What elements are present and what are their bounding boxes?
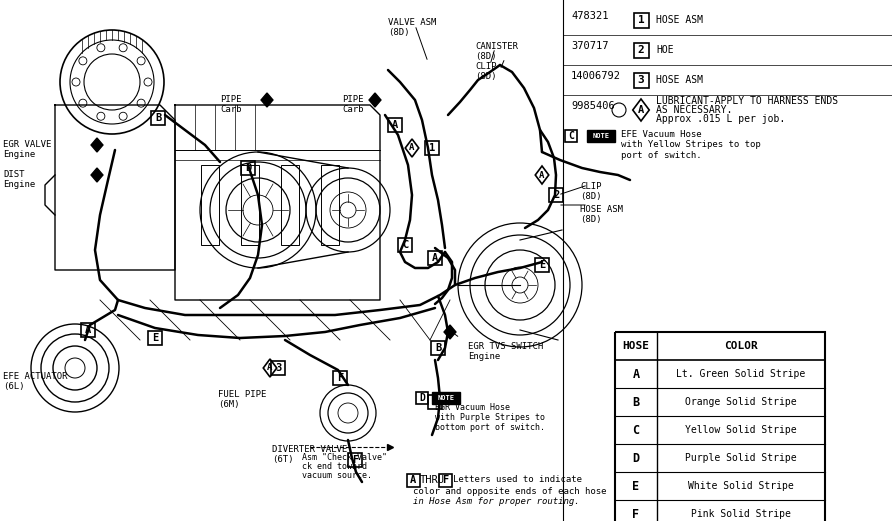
Text: A: A <box>268 364 273 373</box>
Text: 14006792: 14006792 <box>571 71 621 81</box>
Text: 2: 2 <box>553 190 559 200</box>
Text: EGR TVS SWITCH: EGR TVS SWITCH <box>468 342 543 351</box>
Text: D: D <box>432 397 438 407</box>
Text: A: A <box>392 120 398 130</box>
Text: F: F <box>632 507 640 520</box>
Polygon shape <box>261 93 273 107</box>
Text: 478321: 478321 <box>571 11 608 21</box>
Text: THRU: THRU <box>420 475 445 485</box>
Text: Approx .015 L per job.: Approx .015 L per job. <box>656 114 785 124</box>
Text: A: A <box>540 170 545 180</box>
Text: A: A <box>632 367 640 380</box>
Text: ck end toward: ck end toward <box>302 462 367 471</box>
Text: EGR VALVE: EGR VALVE <box>3 140 52 149</box>
Text: Orange Solid Stripe: Orange Solid Stripe <box>685 397 797 407</box>
Text: B: B <box>155 113 161 123</box>
Text: color and opposite ends of each hose: color and opposite ends of each hose <box>413 487 607 495</box>
Text: HOSE: HOSE <box>623 341 649 351</box>
Text: (6T): (6T) <box>272 455 293 464</box>
Text: CLIP: CLIP <box>475 62 497 71</box>
Text: Carb: Carb <box>342 105 364 114</box>
Text: A: A <box>410 475 417 485</box>
Text: 3: 3 <box>638 75 644 85</box>
Text: DIVERTER VALVE: DIVERTER VALVE <box>272 445 347 454</box>
Text: F: F <box>442 475 448 485</box>
Text: (8D): (8D) <box>475 52 497 61</box>
Polygon shape <box>91 168 103 182</box>
Text: NOTE: NOTE <box>592 133 609 139</box>
Text: (8D): (8D) <box>580 192 601 201</box>
Text: EGR Vacuum Hose: EGR Vacuum Hose <box>435 403 510 412</box>
Text: (8D): (8D) <box>475 72 497 81</box>
Text: AS NECESSARY.: AS NECESSARY. <box>656 105 732 115</box>
Text: 2: 2 <box>638 45 644 55</box>
Text: E: E <box>632 479 640 492</box>
Text: A: A <box>638 105 644 115</box>
Text: EFE ACTUATOR: EFE ACTUATOR <box>3 372 68 381</box>
Text: LUBRICANT-APPLY TO HARNESS ENDS: LUBRICANT-APPLY TO HARNESS ENDS <box>656 96 838 106</box>
Text: F: F <box>351 455 358 465</box>
Text: Letters used to indicate: Letters used to indicate <box>453 476 582 485</box>
Text: FUEL PIPE: FUEL PIPE <box>218 390 267 399</box>
Text: HOSE ASM: HOSE ASM <box>656 75 703 85</box>
Text: B: B <box>632 395 640 408</box>
Text: (8D): (8D) <box>388 28 409 37</box>
Text: Engine: Engine <box>3 150 36 159</box>
Text: A: A <box>409 143 415 153</box>
Text: EFE Vacuum Hose
with Yellow Stripes to top
port of switch.: EFE Vacuum Hose with Yellow Stripes to t… <box>621 130 761 160</box>
Text: HOE: HOE <box>656 45 673 55</box>
Text: DIST: DIST <box>3 170 24 179</box>
Text: CLIP: CLIP <box>580 182 601 191</box>
Text: HOSE ASM: HOSE ASM <box>656 15 703 25</box>
FancyBboxPatch shape <box>587 130 615 142</box>
Text: (8D): (8D) <box>580 215 601 224</box>
Text: 1: 1 <box>638 15 644 25</box>
Text: A: A <box>432 253 438 263</box>
Text: 370717: 370717 <box>571 41 608 51</box>
Text: 1: 1 <box>429 143 435 153</box>
Text: in Hose Asm for proper routing.: in Hose Asm for proper routing. <box>413 498 580 506</box>
Text: Carb: Carb <box>220 105 242 114</box>
Text: Asm "Check Valve": Asm "Check Valve" <box>302 453 387 462</box>
Text: A: A <box>85 325 91 335</box>
Text: B: B <box>435 343 442 353</box>
Text: NOTE: NOTE <box>437 395 455 401</box>
Text: HOSE ASM: HOSE ASM <box>580 205 623 214</box>
FancyBboxPatch shape <box>432 392 460 404</box>
Text: E: E <box>152 333 158 343</box>
Text: C: C <box>632 424 640 437</box>
Text: C: C <box>402 240 409 250</box>
Text: PIPE: PIPE <box>220 95 242 104</box>
Text: Engine: Engine <box>468 352 500 361</box>
Polygon shape <box>444 325 456 339</box>
Text: C: C <box>568 131 574 141</box>
Text: F: F <box>337 373 343 383</box>
Text: Pink Solid Stripe: Pink Solid Stripe <box>691 509 791 519</box>
Polygon shape <box>91 138 103 152</box>
Text: 3: 3 <box>275 363 281 373</box>
Text: D: D <box>419 393 425 403</box>
Text: VALVE ASM: VALVE ASM <box>388 18 436 27</box>
Text: bottom port of switch.: bottom port of switch. <box>435 423 545 432</box>
Text: Lt. Green Solid Stripe: Lt. Green Solid Stripe <box>676 369 805 379</box>
Text: Yellow Solid Stripe: Yellow Solid Stripe <box>685 425 797 435</box>
Text: Purple Solid Stripe: Purple Solid Stripe <box>685 453 797 463</box>
Text: (6M): (6M) <box>218 400 239 409</box>
Text: PIPE: PIPE <box>342 95 364 104</box>
Text: 9985406: 9985406 <box>571 101 615 111</box>
Text: White Solid Stripe: White Solid Stripe <box>688 481 794 491</box>
Polygon shape <box>369 93 381 107</box>
Text: D: D <box>245 163 252 173</box>
Text: COLOR: COLOR <box>724 341 758 351</box>
Text: with Purple Stripes to: with Purple Stripes to <box>435 413 545 422</box>
Text: D: D <box>632 452 640 465</box>
Text: vacuum source.: vacuum source. <box>302 471 372 480</box>
Text: Engine: Engine <box>3 180 36 189</box>
Text: (6L): (6L) <box>3 382 24 391</box>
Text: E: E <box>539 260 545 270</box>
Text: CANISTER: CANISTER <box>475 42 518 51</box>
